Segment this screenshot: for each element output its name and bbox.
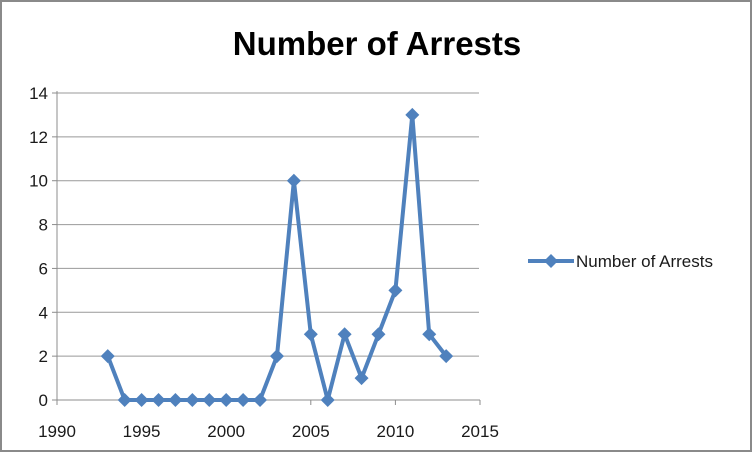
x-tick-label: 1990	[38, 422, 76, 441]
legend-diamond-icon	[544, 254, 558, 268]
legend: Number of Arrests	[528, 252, 713, 271]
data-point-marker	[388, 283, 403, 298]
data-point-marker	[371, 327, 386, 342]
y-tick-label: 2	[39, 347, 48, 366]
data-point-marker	[134, 393, 149, 407]
data-point-marker	[100, 349, 115, 364]
data-point-marker	[422, 327, 437, 342]
y-tick-label: 12	[29, 128, 48, 147]
data-point-marker	[151, 393, 166, 407]
data-point-marker	[253, 393, 268, 407]
y-tick-label: 6	[39, 259, 48, 278]
x-tick-label: 2010	[376, 422, 414, 441]
data-point-marker	[168, 393, 183, 407]
data-point-marker	[219, 393, 234, 407]
gridlines	[57, 92, 479, 357]
data-point-marker	[439, 349, 454, 364]
data-point-marker	[202, 393, 217, 407]
y-tick-label: 8	[39, 216, 48, 235]
x-tick-label: 1995	[123, 422, 161, 441]
data-point-marker	[303, 327, 318, 342]
chart-title: Number of Arrests	[233, 25, 522, 62]
legend-series-label: Number of Arrests	[576, 252, 713, 271]
x-axis-tick-labels: 1990 1995 2000 2005 2010 2015	[38, 422, 499, 441]
data-point-marker	[185, 393, 200, 407]
data-point-marker	[286, 173, 301, 188]
y-tick-label: 10	[29, 172, 48, 191]
data-point-marker	[117, 393, 132, 407]
x-tick-label: 2000	[207, 422, 245, 441]
y-tick-label: 0	[39, 391, 48, 410]
data-point-marker	[236, 393, 251, 407]
series-number-of-arrests	[100, 107, 454, 407]
data-point-marker	[269, 349, 284, 364]
x-tick-label: 2015	[461, 422, 499, 441]
y-tick-label: 4	[39, 303, 48, 322]
y-tick-label: 14	[29, 84, 48, 103]
data-point-marker	[320, 393, 335, 407]
x-tick-label: 2005	[292, 422, 330, 441]
data-point-marker	[337, 327, 352, 342]
y-axis-tick-labels: 0 2 4 6 8 10 12 14	[29, 84, 48, 410]
data-point-marker	[405, 107, 420, 122]
data-point-marker	[354, 371, 369, 386]
